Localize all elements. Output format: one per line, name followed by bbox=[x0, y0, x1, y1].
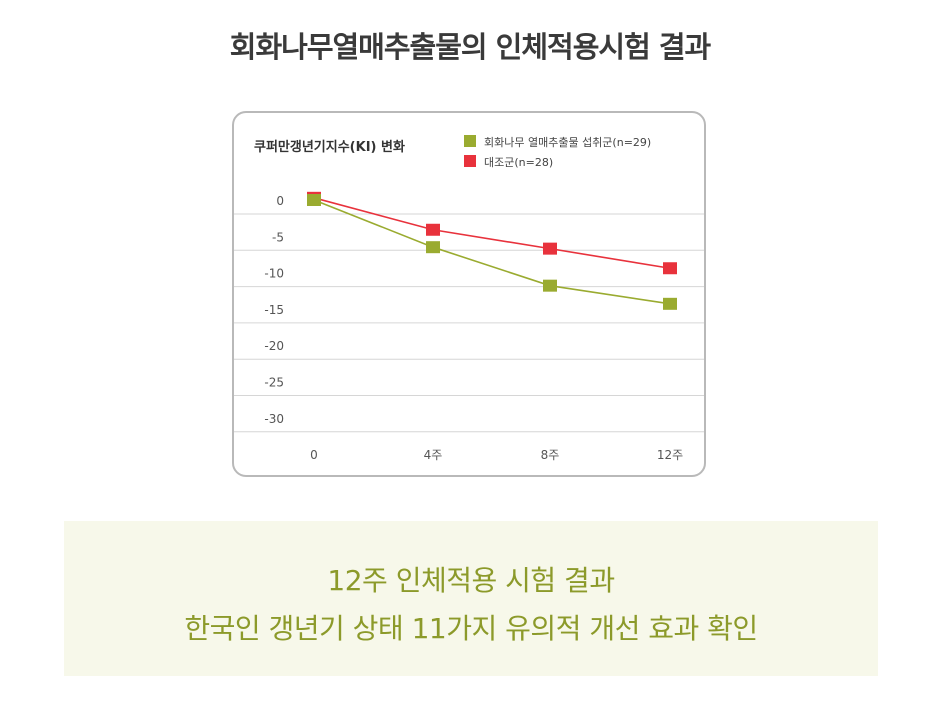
y-axis-label: 쿠퍼만갱년기지수(KI) 변화 bbox=[254, 139, 405, 155]
x-tick-label: 0 bbox=[310, 448, 318, 462]
x-tick-label: 8주 bbox=[541, 448, 560, 462]
data-point bbox=[426, 223, 440, 236]
y-tick-label: -30 bbox=[264, 412, 284, 426]
grid-lines bbox=[234, 213, 704, 433]
data-point bbox=[543, 279, 557, 292]
legend-swatch bbox=[464, 155, 476, 167]
summary-box: 12주 인체적용 시험 결과 한국인 갱년기 상태 11가지 유의적 개선 효과… bbox=[64, 521, 878, 676]
chart-card: 쿠퍼만갱년기지수(KI) 변화 회화나무 열매추출물 섭취군(n=29) 대조군(… bbox=[232, 111, 706, 477]
y-tick-label: 0 bbox=[276, 194, 284, 208]
y-tick-label: -25 bbox=[264, 376, 284, 390]
data-point bbox=[663, 262, 677, 275]
y-tick-label: -10 bbox=[264, 267, 284, 281]
legend-label: 회화나무 열매추출물 섭취군(n=29) bbox=[484, 136, 651, 149]
data-point bbox=[663, 297, 677, 310]
y-tick-label: -5 bbox=[272, 230, 284, 244]
summary-line-2: 한국인 갱년기 상태 11가지 유의적 개선 효과 확인 bbox=[184, 612, 758, 645]
line-chart: 쿠퍼만갱년기지수(KI) 변화 회화나무 열매추출물 섭취군(n=29) 대조군(… bbox=[234, 135, 704, 462]
y-tick-labels: 0 -5 -10 -15 -20 -25 -30 bbox=[264, 194, 284, 426]
legend-swatch bbox=[464, 135, 476, 147]
summary-line-1: 12주 인체적용 시험 결과 bbox=[327, 564, 615, 597]
x-tick-labels: 0 4주 8주 12주 bbox=[310, 448, 683, 462]
series-line bbox=[313, 197, 671, 270]
data-point bbox=[543, 242, 557, 255]
y-tick-label: -15 bbox=[264, 303, 284, 317]
legend-label: 대조군(n=28) bbox=[484, 156, 553, 169]
series-line bbox=[313, 199, 671, 305]
page-title: 회화나무열매추출물의 인체적용시험 결과 bbox=[229, 30, 711, 64]
x-tick-label: 12주 bbox=[657, 448, 683, 462]
y-tick-label: -20 bbox=[264, 339, 284, 353]
legend: 회화나무 열매추출물 섭취군(n=29) 대조군(n=28) bbox=[464, 135, 651, 169]
data-point bbox=[426, 241, 440, 254]
data-series bbox=[307, 191, 677, 310]
x-tick-label: 4주 bbox=[424, 448, 443, 462]
data-point bbox=[307, 194, 321, 206]
